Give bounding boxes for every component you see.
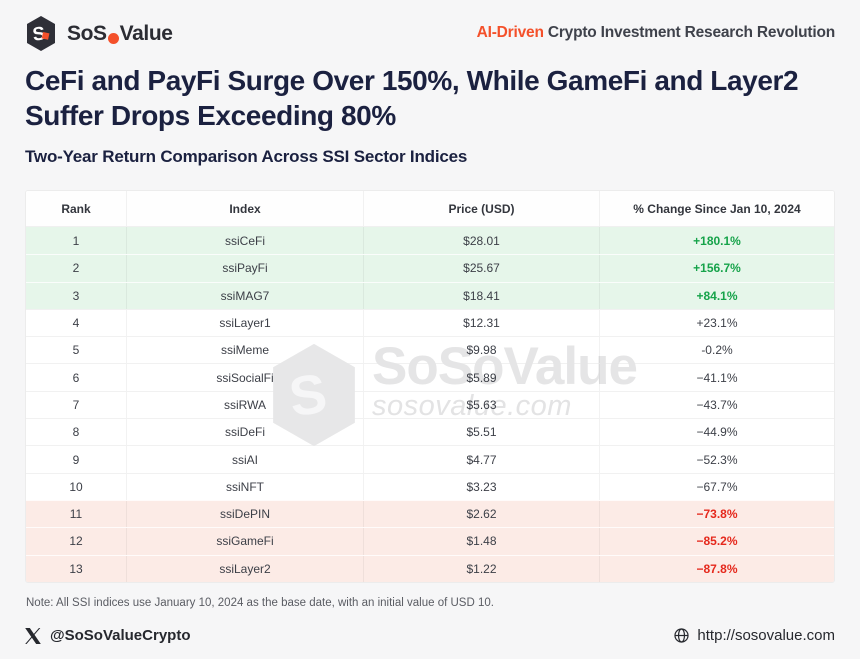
cell-index: ssiPayFi: [126, 255, 363, 282]
cell-index: ssiDePIN: [126, 500, 363, 528]
column-header-change: % Change Since Jan 10, 2024: [599, 191, 834, 226]
cell-rank: 12: [69, 534, 83, 549]
header-tagline: AI-Driven Crypto Investment Research Rev…: [476, 24, 836, 42]
sosovalue-cube-icon: S: [27, 16, 55, 51]
table-row: 13 ssiLayer2 $1.22 −87.8%: [26, 554, 834, 582]
page-title: CeFi and PayFi Surge Over 150%, While Ga…: [25, 63, 840, 133]
cell-price: $5.89: [363, 364, 599, 391]
cell-price: $4.77: [363, 446, 599, 473]
column-header-price: Price (USD): [363, 191, 599, 226]
cell-change: −73.8%: [599, 500, 834, 528]
cell-price: $1.48: [363, 528, 599, 555]
cell-rank: 2: [72, 261, 80, 276]
cell-index: ssiAI: [126, 446, 363, 473]
table-row: 6 ssiSocialFi $5.89 −41.1%: [26, 363, 834, 391]
page-title-line2: Suffer Drops Exceeding 80%: [25, 100, 396, 131]
cell-price: $18.41: [363, 282, 599, 309]
cell-change: −41.1%: [599, 364, 834, 391]
column-header-rank: Rank: [61, 201, 91, 216]
cell-change: +84.1%: [599, 282, 834, 309]
wordmark-pre: SoS: [67, 21, 107, 45]
x-twitter-icon: [25, 627, 41, 644]
cell-index: ssiMAG7: [126, 282, 363, 309]
footer-website[interactable]: http://sosovalue.com: [673, 627, 835, 644]
footer-url[interactable]: http://sosovalue.com: [697, 627, 835, 644]
cell-change: −87.8%: [599, 555, 834, 582]
footer-handle[interactable]: @SoSoValueCrypto: [50, 627, 191, 644]
footnote: Note: All SSI indices use January 10, 20…: [26, 597, 494, 609]
cell-change: −85.2%: [599, 528, 834, 555]
cell-rank: 1: [72, 233, 80, 248]
table-row: 10 ssiNFT $3.23 −67.7%: [26, 472, 834, 500]
table-row: 2 ssiPayFi $25.67 +156.7%: [26, 254, 834, 282]
cell-index: ssiDeFi: [126, 419, 363, 446]
table-row: 4 ssiLayer1 $12.31 +23.1%: [26, 308, 834, 337]
cell-price: $25.67: [363, 255, 599, 282]
cell-rank: 11: [69, 507, 83, 522]
cell-rank: 4: [72, 316, 80, 331]
cell-rank: 3: [72, 288, 80, 303]
svg-text:S: S: [31, 23, 46, 46]
wordmark-post: Value: [119, 21, 173, 45]
sector-index-table: Rank Index Price (USD) % Change Since Ja…: [25, 190, 835, 583]
cell-change: +180.1%: [599, 227, 834, 255]
cell-rank: 7: [72, 397, 80, 412]
cell-index: ssiRWA: [126, 391, 363, 419]
table-row: 3 ssiMAG7 $18.41 +84.1%: [26, 281, 834, 309]
cell-rank: 9: [72, 452, 80, 467]
table-row: 1 ssiCeFi $28.01 +180.1%: [26, 227, 834, 255]
cell-index: ssiSocialFi: [126, 364, 363, 391]
cell-rank: 10: [69, 479, 83, 494]
cell-price: $1.22: [363, 555, 599, 582]
cell-change: +23.1%: [599, 309, 834, 337]
cell-change: −52.3%: [599, 446, 834, 473]
cell-change: +156.7%: [599, 255, 834, 282]
table-row: 5 ssiMeme $9.98 -0.2%: [26, 336, 834, 364]
cell-index: ssiLayer2: [126, 555, 363, 582]
table-body: 1 ssiCeFi $28.01 +180.1% 2 ssiPayFi $25.67 +156…: [26, 227, 834, 582]
cell-price: $28.01: [363, 227, 599, 255]
cell-change: −67.7%: [599, 473, 834, 500]
cell-change: −44.9%: [599, 419, 834, 446]
cell-price: $5.63: [363, 391, 599, 419]
cell-price: $12.31: [363, 309, 599, 337]
cell-price: $2.62: [363, 500, 599, 528]
cell-price: $5.51: [363, 419, 599, 446]
cell-rank: 6: [72, 370, 80, 385]
column-header-index: Index: [126, 191, 363, 226]
cell-price: $9.98: [363, 337, 599, 364]
tagline-rest: Crypto Investment Research Revolution: [543, 24, 835, 41]
cell-change: −43.7%: [599, 391, 834, 419]
table-row: 12 ssiGameFi $1.48 −85.2%: [26, 527, 834, 555]
logo-orange-dot-icon: [107, 32, 119, 44]
cell-rank: 8: [72, 425, 80, 440]
cell-index: ssiMeme: [126, 337, 363, 364]
table-row: 8 ssiDeFi $5.51 −44.9%: [26, 418, 834, 446]
page-subtitle: Two-Year Return Comparison Across SSI Se…: [25, 147, 468, 166]
cell-rank: 13: [69, 561, 83, 576]
table-row: 9 ssiAI $4.77 −52.3%: [26, 445, 834, 473]
table-header-row: Rank Index Price (USD) % Change Since Ja…: [26, 191, 834, 227]
cell-index: ssiGameFi: [126, 528, 363, 555]
cell-price: $3.23: [363, 473, 599, 500]
globe-icon: [674, 628, 690, 643]
cell-index: ssiLayer1: [126, 309, 363, 337]
cell-index: ssiNFT: [126, 473, 363, 500]
table-row: 11 ssiDePIN $2.62 −73.8%: [26, 499, 834, 528]
tagline-highlight: AI-Driven: [476, 24, 544, 41]
page-title-line1: CeFi and PayFi Surge Over 150%, While Ga…: [25, 65, 799, 96]
cell-rank: 5: [72, 343, 80, 358]
cell-change: -0.2%: [599, 337, 834, 364]
footer-social[interactable]: @SoSoValueCrypto: [25, 627, 191, 644]
brand-wordmark: SoS Value: [67, 22, 173, 46]
brand-logo: S SoS Value: [24, 15, 173, 52]
cell-index: ssiCeFi: [126, 227, 363, 255]
table-row: 7 ssiRWA $5.63 −43.7%: [26, 390, 834, 419]
